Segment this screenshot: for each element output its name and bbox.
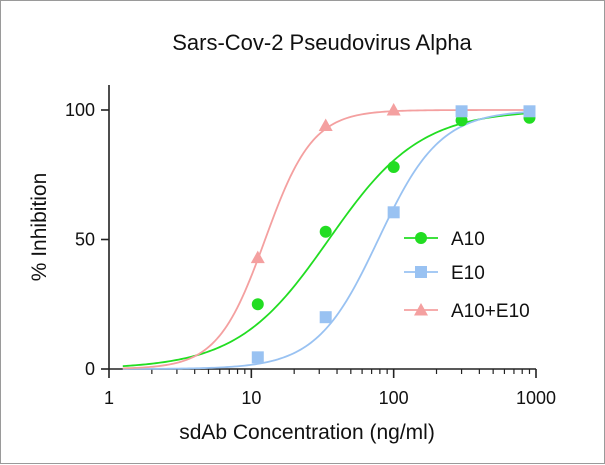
y-axis-ticks: 0 50 100 [65,100,109,379]
legend-label: E10 [451,263,485,284]
legend-label: A10+E10 [451,301,530,322]
y-tick-label: 50 [75,230,95,250]
x-tick-label: 1 [104,388,114,408]
data-point [318,118,333,132]
x-tick-label: 10 [241,388,261,408]
data-point [251,351,264,364]
data-point [250,250,265,264]
data-point [387,206,400,219]
data-point [523,105,536,118]
data-point [455,114,468,127]
data-point [386,103,401,116]
y-axis-label: % Inhibition [28,173,51,282]
data-point [387,160,400,173]
data-points [250,103,536,364]
y-tick-label: 100 [65,100,95,120]
legend: A10 E10 A10+E10 [404,229,530,322]
data-point [319,311,332,324]
legend-label: A10 [451,229,485,250]
legend-marker [415,266,427,278]
legend-marker [415,232,427,244]
data-point [251,298,264,311]
x-axis-label: sdAb Concentration (ng/ml) [179,421,435,444]
chart-title: Sars-Cov-2 Pseudovirus Alpha [172,30,472,55]
legend-marker [414,303,428,316]
x-tick-label: 100 [379,388,409,408]
data-point [455,105,468,118]
x-axis-ticks: 1 10 100 1000 [104,369,556,408]
data-point [319,225,332,238]
x-tick-label: 1000 [516,388,556,408]
y-tick-label: 0 [85,359,95,379]
